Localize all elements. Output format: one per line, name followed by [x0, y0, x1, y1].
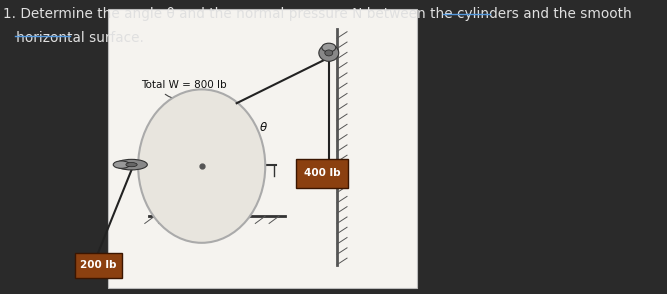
- Text: θ: θ: [260, 121, 267, 134]
- Ellipse shape: [319, 44, 339, 61]
- Ellipse shape: [113, 161, 129, 168]
- Ellipse shape: [325, 50, 333, 56]
- Ellipse shape: [115, 159, 147, 170]
- Ellipse shape: [322, 43, 336, 52]
- Text: 200 lb: 200 lb: [80, 260, 116, 270]
- Text: horizontal surface.: horizontal surface.: [3, 31, 143, 45]
- Bar: [108, 9, 417, 288]
- Text: 1. Determine the angle θ and the normal pressure N between the cylinders and the: 1. Determine the angle θ and the normal …: [3, 7, 632, 21]
- Ellipse shape: [138, 89, 265, 243]
- Bar: [75, 253, 121, 278]
- Bar: [295, 159, 348, 188]
- Ellipse shape: [126, 163, 137, 167]
- Text: 400 lb: 400 lb: [303, 168, 340, 178]
- Text: Total W = 800 lb: Total W = 800 lb: [141, 80, 227, 90]
